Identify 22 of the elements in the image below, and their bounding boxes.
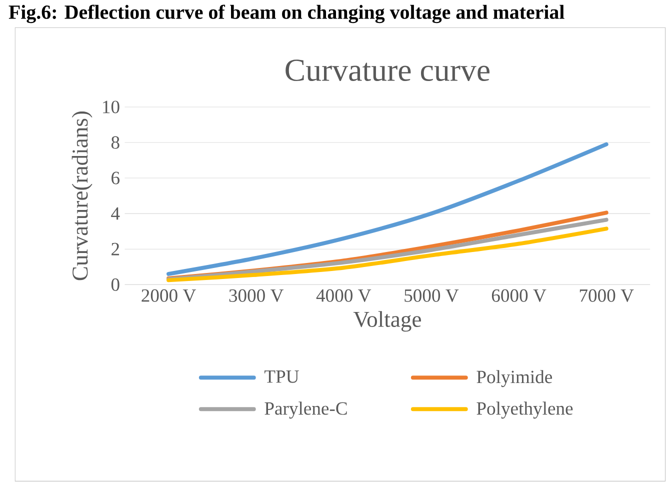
- legend-label: Polyimide: [476, 370, 552, 388]
- legend-label: Polyethylene: [476, 402, 573, 419]
- line-series: [166, 226, 608, 282]
- legend-label: Parylene-C: [264, 402, 347, 419]
- x-tick-label: 5000 V: [404, 289, 459, 302]
- x-tick-label: 2000 V: [142, 289, 196, 302]
- caption: Fig.6: Deflection curve of beam on changing voltage and material: [8, 4, 564, 24]
- x-tick-label: 3000 V: [229, 289, 284, 302]
- y-tick-label: 4: [111, 207, 120, 220]
- x-axis-title: Voltage: [353, 311, 421, 332]
- chart-title: Curvature curve: [286, 60, 490, 82]
- y-tick-label: 10: [103, 100, 120, 114]
- y-tick-label: 8: [111, 136, 120, 149]
- y-axis-title: Curvature(radians): [72, 112, 92, 280]
- x-tick-label: 7000 V: [580, 289, 634, 302]
- y-tick-label: 2: [112, 242, 120, 256]
- y-tick-label: 6: [112, 172, 120, 184]
- legend-label: TPU: [264, 370, 299, 383]
- x-tick-label: 4000 V: [316, 289, 372, 302]
- x-tick-label: 6000 V: [492, 289, 546, 302]
- line-series: [166, 142, 608, 276]
- y-tick-label: 0: [111, 278, 120, 291]
